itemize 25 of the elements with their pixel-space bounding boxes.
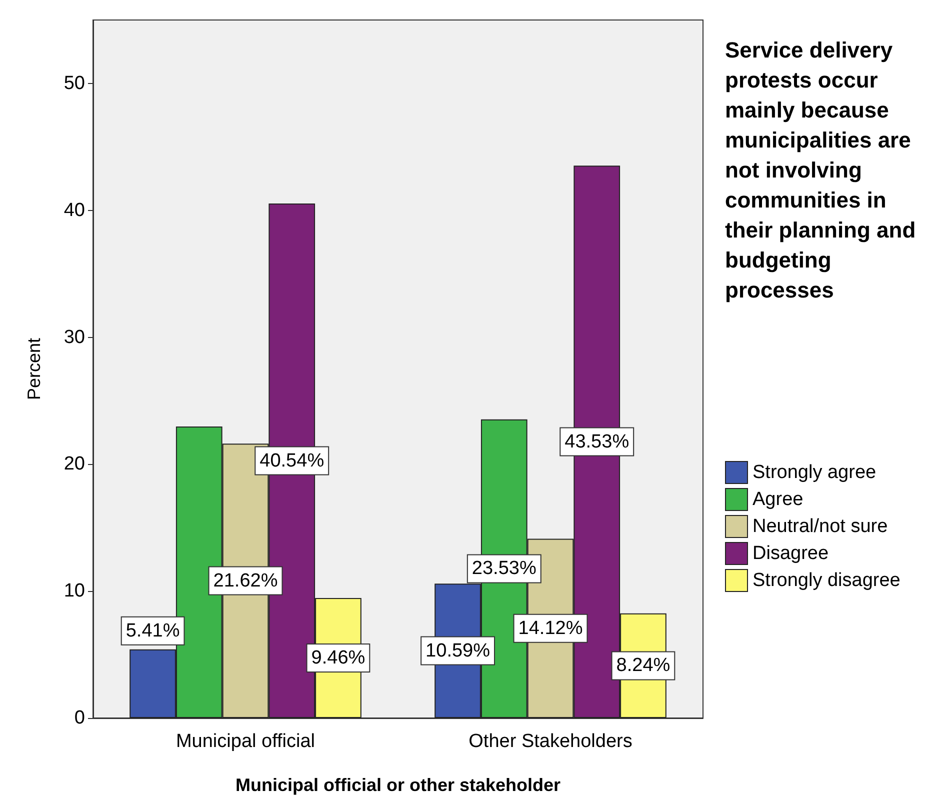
data-label: 23.53%	[472, 558, 536, 580]
y-tick-label: 50	[64, 72, 85, 94]
legend-label: Disagree	[752, 543, 829, 564]
legend-label: Strongly disagree	[752, 570, 900, 591]
legend-label: Agree	[752, 489, 804, 510]
y-tick-label: 10	[64, 580, 85, 602]
legend-label: Neutral/not sure	[752, 516, 888, 537]
y-tick-label: 40	[64, 200, 85, 221]
data-label: 9.46%	[311, 647, 366, 668]
y-tick-label: 30	[64, 326, 85, 348]
legend-label: Strongly agree	[752, 462, 876, 483]
data-label: 21.62%	[213, 570, 278, 592]
data-label: 8.24%	[616, 655, 670, 676]
y-tick-label: 0	[74, 708, 85, 728]
y-axis-title: Percent	[24, 338, 44, 400]
data-label: 14.12%	[518, 618, 583, 639]
text: Service delivery protests occur mainly because municipalities are not involving communities in their planning and budgeting processes	[725, 38, 916, 302]
data-label: 5.41%	[126, 620, 180, 642]
x-tick-label: Other Stakeholders	[468, 731, 632, 752]
x-tick-label: Municipal official	[176, 731, 316, 752]
y-tick-label: 20	[64, 454, 85, 475]
x-axis-title: Municipal official or other stakeholder	[235, 775, 561, 795]
data-label: 43.53%	[564, 431, 630, 452]
data-label: 10.59%	[426, 640, 490, 662]
data-label: 40.54%	[260, 450, 324, 472]
